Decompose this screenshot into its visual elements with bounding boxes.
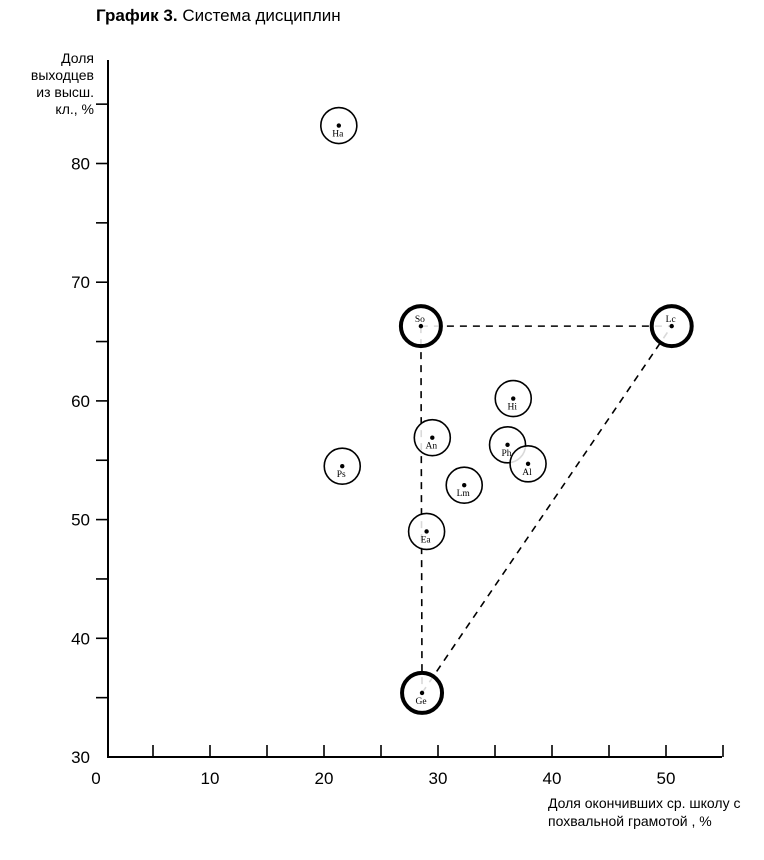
point-label-hi: Hi	[507, 403, 517, 413]
point-label-ea: Ea	[421, 535, 432, 545]
point-dot-ps	[340, 463, 345, 469]
point-dot-ea	[424, 529, 429, 534]
y-tick-label: 40	[71, 629, 90, 648]
point-dot-lc	[669, 323, 674, 329]
chart-title: График 3. Система дисциплин	[96, 6, 341, 26]
point-dot-an	[430, 435, 435, 440]
chart-title-text: Система дисциплин	[182, 6, 341, 25]
y-tick-label: 50	[71, 511, 90, 530]
point-dot-ge	[419, 690, 425, 696]
y-tick-label: 60	[71, 392, 90, 411]
point-label-an: An	[425, 442, 437, 452]
y-axis-label: Доля выходцев из высш. кл., %	[30, 50, 94, 117]
x-axis-label: Доля окончивших ср. школу с похвальной г…	[548, 795, 741, 829]
point-dot-al	[525, 461, 531, 467]
x-tick-label: 50	[657, 769, 676, 788]
point-label-lm: Lm	[457, 489, 471, 499]
y-tick-label: 30	[71, 748, 90, 767]
y-tick-label: 70	[71, 273, 90, 292]
point-dot-hi	[511, 396, 516, 401]
x-tick-label: 30	[429, 769, 448, 788]
point-dot-ph	[505, 442, 510, 448]
point-label-so: So	[415, 315, 425, 325]
x-tick-label: 10	[201, 769, 220, 788]
point-dot-so	[418, 323, 424, 329]
point-label-ps: Ps	[337, 470, 346, 480]
dashed-line-ge-lc	[421, 325, 673, 694]
point-dot-lm	[462, 482, 467, 488]
point-label-ge: Ge	[416, 697, 427, 707]
point-dot-ha	[336, 123, 342, 128]
point-label-ha: Ha	[332, 130, 344, 140]
y-tick-label: 80	[71, 155, 90, 174]
x-tick-label: 20	[315, 769, 334, 788]
point-label-al: Al	[522, 468, 532, 478]
x-tick-label: 0	[91, 769, 100, 788]
x-tick-label: 40	[543, 769, 562, 788]
point-label-lc: Lc	[666, 315, 676, 325]
chart-title-prefix: График 3.	[96, 6, 178, 25]
dashed-line-so-ge	[420, 326, 423, 693]
point-label-ph: Ph	[502, 449, 512, 459]
